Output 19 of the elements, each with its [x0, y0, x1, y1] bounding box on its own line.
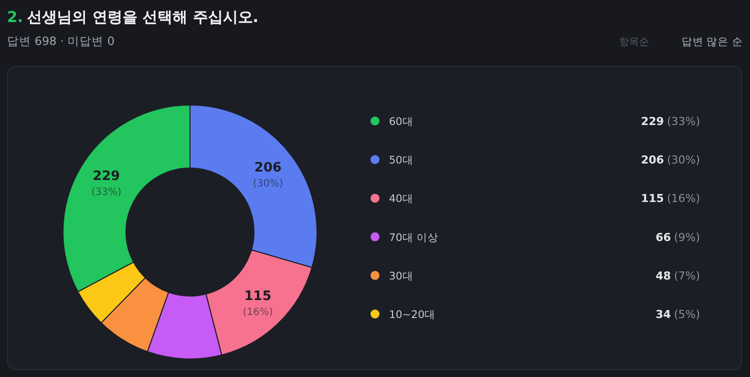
- legend-label: 70대 이상: [389, 232, 439, 244]
- data-label: 66 (9%): [656, 230, 700, 244]
- chart-title: 2. 선생님의 연령을 선택해 주십시오.: [7, 8, 259, 26]
- legend-label: 60대: [389, 116, 414, 128]
- text: 항목순: [619, 37, 649, 48]
- text: 229 (33%): [640, 115, 700, 128]
- text: 답변 많은 순: [681, 36, 743, 48]
- legend-label: 50대: [389, 154, 414, 167]
- legend-label: 40대: [389, 193, 414, 206]
- data-label: 229 (33%): [91, 168, 122, 198]
- data-label: 115 (16%): [242, 289, 273, 318]
- data-label: 206 (30%): [252, 160, 284, 190]
- legend-label: 30대: [389, 270, 414, 282]
- text: 206 (30%): [640, 154, 700, 167]
- data-label: 48 (7%): [656, 269, 700, 282]
- chart-subtitle: 답변 698 · 미답변 0: [7, 34, 115, 48]
- data-label: 34 (5%): [656, 308, 700, 321]
- text: 115 (16%): [640, 192, 700, 206]
- legend-label: 10~20대: [389, 309, 436, 321]
